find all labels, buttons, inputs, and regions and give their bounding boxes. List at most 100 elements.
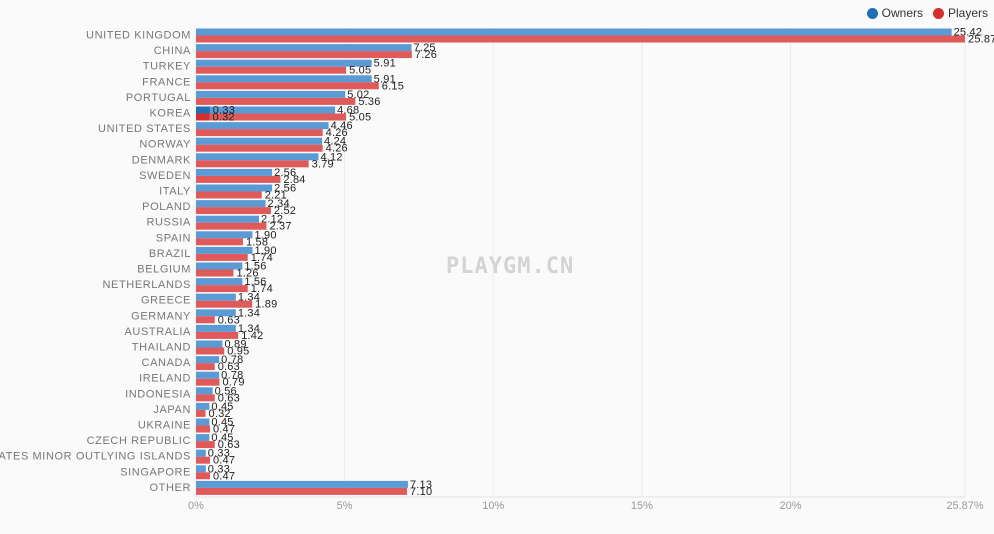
category-label: TURKEY — [143, 61, 191, 73]
bar-players[interactable] — [196, 316, 215, 324]
bar-owners[interactable] — [196, 75, 372, 83]
bar-owners[interactable] — [196, 434, 210, 442]
bar-owners[interactable] — [196, 449, 206, 457]
category-label: CZECH REPUBLIC — [87, 435, 191, 447]
bar-players[interactable] — [196, 285, 248, 293]
bar-owners[interactable] — [196, 402, 210, 410]
bar-owners[interactable] — [196, 200, 266, 208]
category-label: SINGAPORE — [120, 466, 191, 478]
bar-owners[interactable] — [196, 59, 372, 67]
owners-value-label: 1.90 — [254, 245, 276, 257]
bar-owners[interactable] — [196, 262, 243, 270]
category-labels: UNITED KINGDOM CHINA TURKEY FRANCE PORTUGAL K… — [0, 30, 192, 494]
bar-owners[interactable] — [196, 246, 253, 254]
legend-item-owners[interactable]: Owners — [866, 6, 923, 20]
x-tick-label: 15% — [631, 500, 653, 512]
bar-owners[interactable] — [196, 44, 412, 52]
bar-owners-extra[interactable] — [196, 106, 210, 114]
bar-owners[interactable] — [196, 418, 210, 426]
players-value-label: 0.32 — [209, 408, 231, 420]
x-tick-label: 10% — [482, 500, 504, 512]
bar-players[interactable] — [196, 35, 965, 43]
category-label: AUSTRALIA — [124, 326, 191, 338]
category-label: THAILAND — [132, 342, 191, 354]
watermark: PLAYGM.CN — [446, 254, 575, 279]
players-value-label: 4.26 — [326, 127, 348, 139]
category-label: CHINA — [154, 45, 191, 57]
owners-value-label: 4.46 — [331, 120, 353, 132]
bar-owners[interactable] — [196, 231, 253, 239]
legend-item-players[interactable]: Players — [932, 6, 988, 20]
owners-value-label: 4.68 — [337, 105, 359, 117]
players-value-label: 2.37 — [269, 221, 291, 233]
category-label: INDONESIA — [125, 388, 191, 400]
bar-owners[interactable] — [196, 90, 346, 98]
bar-players[interactable] — [196, 238, 243, 246]
bar-players[interactable] — [196, 97, 356, 105]
bar-players[interactable] — [196, 66, 347, 74]
players-value-label: 0.63 — [218, 314, 240, 326]
bar-players[interactable] — [196, 253, 248, 261]
players-value-label: 1.89 — [255, 299, 277, 311]
bar-owners[interactable] — [196, 371, 220, 379]
bar-players[interactable] — [196, 425, 210, 433]
bar-players[interactable] — [196, 394, 215, 402]
bar-players[interactable] — [196, 160, 309, 168]
bar-players[interactable] — [196, 487, 408, 495]
category-label: UNITED KINGDOM — [86, 30, 191, 42]
players-value-label: 1.74 — [251, 252, 273, 264]
bar-players-extra[interactable] — [196, 113, 210, 121]
owners-value-label: 7.25 — [414, 42, 436, 54]
category-label: NETHERLANDS — [102, 279, 191, 291]
bar-owners[interactable] — [196, 324, 236, 332]
bar-owners[interactable] — [196, 122, 329, 130]
bar-owners[interactable] — [196, 293, 236, 301]
bar-players[interactable] — [196, 207, 271, 215]
bar-owners[interactable] — [196, 184, 273, 192]
bar-players[interactable] — [196, 409, 206, 417]
bar-owners[interactable] — [196, 356, 220, 364]
bar-players[interactable] — [196, 441, 215, 449]
bar-owners[interactable] — [196, 309, 236, 317]
bar-owners[interactable] — [196, 465, 206, 473]
bar-players[interactable] — [196, 300, 253, 308]
bar-owners[interactable] — [196, 168, 273, 176]
bar-owners[interactable] — [196, 215, 260, 223]
bar-players[interactable] — [196, 82, 379, 90]
bar-owners[interactable] — [196, 137, 323, 145]
bar-owners[interactable] — [196, 106, 336, 114]
category-label: DENMARK — [132, 154, 191, 166]
bar-players[interactable] — [196, 222, 267, 230]
bar-owners[interactable] — [196, 340, 223, 348]
bar-players[interactable] — [196, 378, 220, 386]
bar-players[interactable] — [196, 472, 210, 480]
category-label: UKRAINE — [138, 420, 191, 432]
bar-players[interactable] — [196, 191, 262, 199]
bar-players[interactable] — [196, 347, 225, 355]
bar-players[interactable] — [196, 144, 323, 152]
bar-players[interactable] — [196, 51, 412, 59]
players-value-label: 0.63 — [218, 361, 240, 373]
category-label: GREECE — [141, 295, 191, 307]
x-tick-label: 0% — [188, 500, 204, 512]
bar-owners[interactable] — [196, 153, 319, 161]
players-value-label: 5.05 — [349, 65, 371, 77]
bar-owners[interactable] — [196, 387, 213, 395]
owners-value-label: 0.78 — [221, 370, 243, 382]
owners-value-label: 2.12 — [261, 214, 283, 226]
legend-owners-label: Owners — [881, 6, 923, 20]
owners-value-label: 1.56 — [244, 276, 266, 288]
bar-players[interactable] — [196, 175, 281, 183]
bar-players[interactable] — [196, 363, 215, 371]
bar-players[interactable] — [196, 269, 234, 277]
bar-owners[interactable] — [196, 278, 243, 286]
players-value-label: 3.79 — [312, 158, 334, 170]
owners-value-label: 2.56 — [274, 167, 296, 179]
bar-owners[interactable] — [196, 480, 408, 488]
category-label: OTHER — [150, 482, 192, 494]
bar-players[interactable] — [196, 129, 323, 137]
bar-players[interactable] — [196, 331, 239, 339]
bar-owners[interactable] — [196, 28, 952, 36]
bar-players[interactable] — [196, 456, 210, 464]
bar-players[interactable] — [196, 113, 347, 121]
